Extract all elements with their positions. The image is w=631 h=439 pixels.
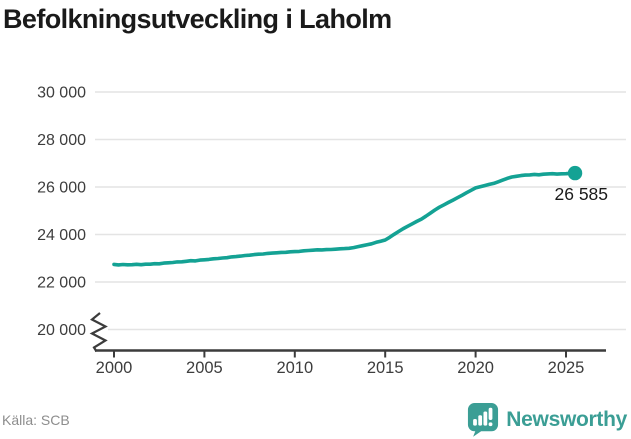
newsworthy-logo: Newsworthy (467, 402, 627, 437)
chart-title: Befolkningsutveckling i Laholm (3, 4, 392, 34)
x-axis-tick-label: 2025 (548, 359, 585, 377)
population-line (112, 171, 577, 267)
x-axis-tick-label: 2005 (186, 359, 223, 377)
y-axis-tick-label: 22 000 (37, 275, 86, 292)
x-axis-tick-label: 2010 (276, 359, 313, 377)
y-axis-tick-label: 26 000 (37, 180, 86, 197)
y-axis-tick-label: 20 000 (37, 322, 86, 339)
y-axis-tick-label: 24 000 (37, 227, 86, 244)
y-axis-tick-label: 30 000 (37, 85, 86, 102)
y-axis-tick-label: 28 000 (37, 132, 86, 149)
x-axis-tick-label: 2015 (367, 359, 404, 377)
newsworthy-wordmark: Newsworthy (506, 407, 627, 431)
last-value-marker (567, 165, 583, 181)
source-note: Källa: SCB (2, 412, 70, 428)
x-axis-tick-label: 2000 (96, 359, 133, 377)
y-axis-break-icon (89, 312, 108, 353)
newsworthy-bubble-chart-icon (467, 402, 499, 437)
x-axis-tick-label: 2020 (457, 359, 494, 377)
last-value-label: 26 585 (555, 184, 609, 204)
